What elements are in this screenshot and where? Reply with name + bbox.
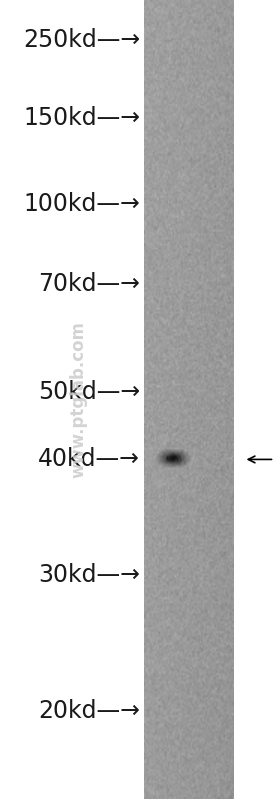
Text: 250kd—→: 250kd—→ (23, 28, 140, 52)
Text: 20kd—→: 20kd—→ (38, 699, 140, 723)
Text: 40kd—→: 40kd—→ (38, 447, 140, 471)
Text: 50kd—→: 50kd—→ (38, 380, 140, 403)
Text: 70kd—→: 70kd—→ (38, 272, 140, 296)
Text: 150kd—→: 150kd—→ (23, 106, 140, 130)
Text: 100kd—→: 100kd—→ (23, 192, 140, 216)
Text: www.ptglab.com: www.ptglab.com (69, 321, 87, 478)
Text: 30kd—→: 30kd—→ (38, 563, 140, 587)
